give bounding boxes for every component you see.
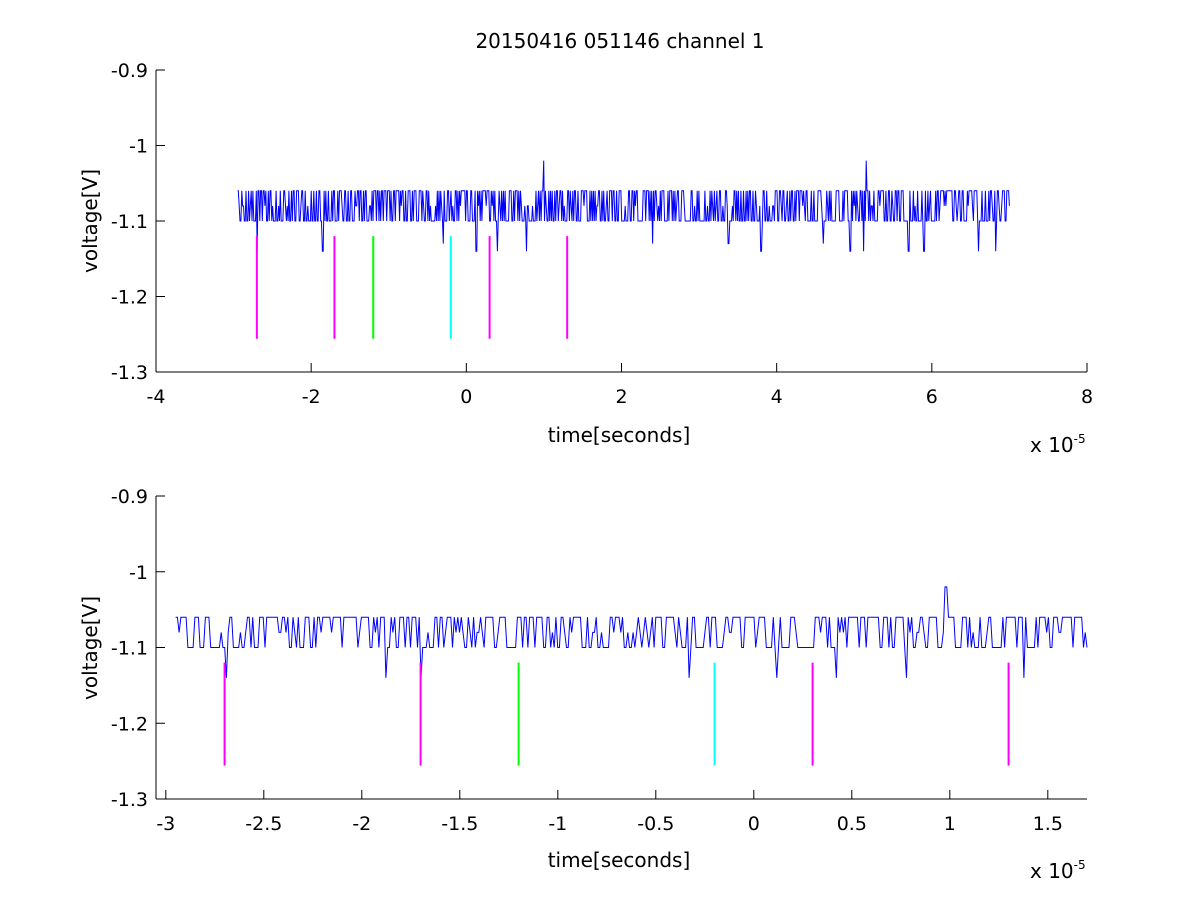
plot-data-area — [175, 586, 1088, 678]
x-ticks: -4 -2 0 2 4 6 8 — [147, 363, 1093, 408]
x-tick-label: 2 — [615, 386, 627, 408]
x-ticks: -3 -2.5 -2 -1.5 -1 -0.5 0 0.5 1 1.5 — [156, 790, 1063, 835]
x-axis-label: time[seconds] — [548, 423, 691, 447]
x-exponent-base: x 10 — [1030, 859, 1074, 883]
x-tick-label: 6 — [926, 386, 938, 408]
figure-title: 20150416 051146 channel 1 — [475, 29, 764, 53]
x-tick-label: 0.5 — [837, 813, 867, 835]
y-tick-label: -1.2 — [111, 713, 148, 735]
y-ticks: -0.9 -1 -1.1 -1.2 -1.3 — [111, 486, 165, 811]
y-tick-label: -0.9 — [111, 60, 148, 82]
x-exponent-power: -5 — [1074, 432, 1086, 446]
x-tick-label: -3 — [156, 813, 175, 835]
x-exponent-base: x 10 — [1030, 433, 1074, 457]
x-exponent-power: -5 — [1074, 858, 1086, 872]
x-tick-label: 1.5 — [1033, 813, 1063, 835]
y-tick-label: -1.1 — [111, 211, 148, 233]
x-tick-label: -2 — [302, 386, 321, 408]
x-axis-label: time[seconds] — [548, 848, 691, 872]
event-markers — [255, 236, 569, 339]
y-tick-label: -1.3 — [111, 362, 148, 384]
x-tick-label: -0.5 — [637, 813, 674, 835]
y-axis-label: voltage[V] — [78, 169, 102, 273]
plot-data-area — [237, 160, 1010, 252]
x-tick-label: -2.5 — [245, 813, 282, 835]
y-axis-label: voltage[V] — [78, 596, 102, 700]
y-tick-label: -1 — [129, 136, 148, 158]
subplot-bottom: -3 -2.5 -2 -1.5 -1 -0.5 0 0.5 1 1.5 -0.9 -1 -1.1 -1.… — [78, 486, 1088, 883]
y-tick-label: -1.2 — [111, 287, 148, 309]
x-tick-label: 8 — [1081, 386, 1093, 408]
axes-frame — [155, 496, 1087, 800]
y-tick-label: -1 — [129, 562, 148, 584]
subplot-top: -4 -2 0 2 4 6 8 -0.9 -1 -1.1 -1.2 -1.3 time[second… — [78, 60, 1093, 457]
y-ticks: -0.9 -1 -1.1 -1.2 -1.3 — [111, 60, 165, 384]
x-exponent-label: x 10-5 — [1030, 432, 1086, 457]
x-tick-label: -2 — [352, 813, 371, 835]
x-tick-label: 4 — [771, 386, 783, 408]
y-tick-label: -1.1 — [111, 638, 148, 660]
signal-trace — [175, 586, 1088, 678]
x-tick-label: 1 — [944, 813, 956, 835]
x-tick-label: 0 — [748, 813, 760, 835]
x-exponent-label: x 10-5 — [1030, 858, 1086, 883]
y-tick-label: -0.9 — [111, 486, 148, 508]
x-tick-label: -1 — [548, 813, 567, 835]
x-tick-label: -4 — [147, 386, 166, 408]
signal-trace — [237, 160, 1010, 252]
event-markers — [223, 662, 1010, 766]
x-tick-label: 0 — [460, 386, 472, 408]
x-tick-label: -1.5 — [441, 813, 478, 835]
y-tick-label: -1.3 — [111, 789, 148, 811]
